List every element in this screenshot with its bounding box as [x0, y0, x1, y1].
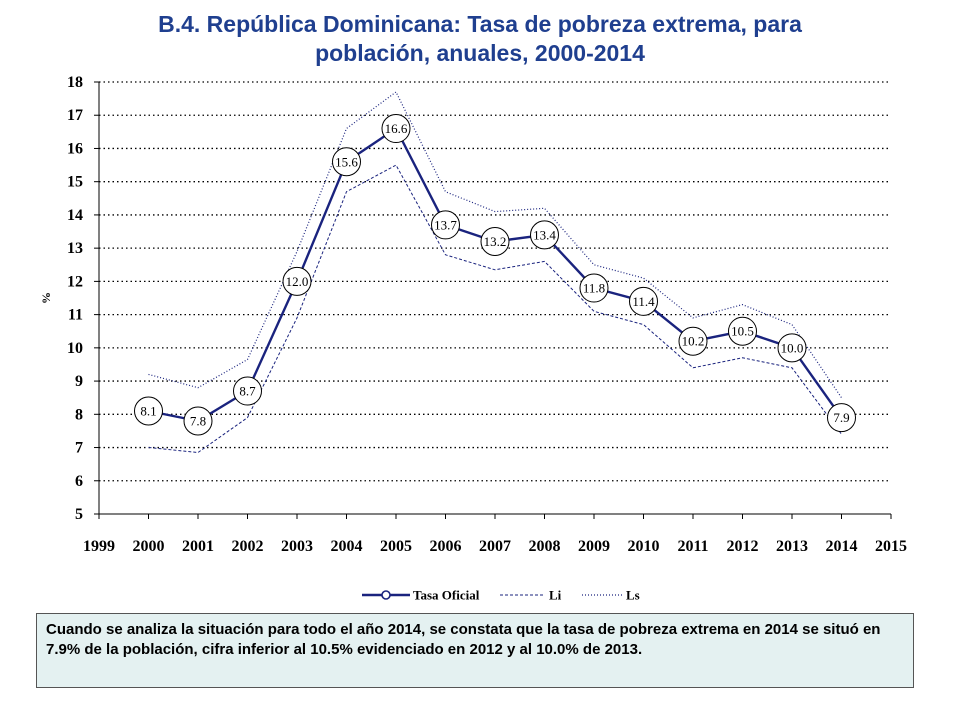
grid-lines: [99, 81, 891, 482]
legend-marker-tasa-oficial: [381, 590, 391, 600]
data-point-2010: [629, 286, 658, 316]
data-label-2013: 10.0: [781, 340, 804, 355]
data-label-2008: 13.4: [533, 227, 556, 242]
legend: Tasa Oficial Li Ls: [362, 588, 640, 603]
data-label-2000: 8.1: [140, 403, 156, 418]
y-tick-label-5: 5: [75, 506, 83, 523]
data-label-2006: 13.7: [434, 217, 457, 232]
y-tick-labels: 5 6 7 8 9 10 11 12 13 14 15 16 17 18: [67, 74, 99, 523]
data-markers: 8.1 7.8 8.7 12.0 15.6 16.6 13.7 13.2 13.4 11.8 11.…: [134, 114, 856, 436]
x-tick-label-2006: 2006: [430, 538, 462, 555]
y-tick-label-11: 11: [68, 307, 83, 324]
chart: 5 6 7 8 9 10 11 12 13 14 15 16 17 18 1999 2000 2001 2002…: [39, 74, 907, 603]
data-label-2001: 7.8: [190, 413, 206, 428]
data-label-2007: 13.2: [484, 234, 507, 249]
title-line-1: B.4. República Dominicana: Tasa de pobre…: [158, 11, 802, 37]
y-tick-label-17: 17: [67, 107, 83, 124]
x-tick-label-2012: 2012: [727, 538, 759, 555]
data-label-2012: 10.5: [731, 324, 754, 339]
y-tick-label-15: 15: [67, 174, 83, 191]
x-tick-label-2001: 2001: [182, 538, 214, 555]
data-point-2004: [332, 147, 361, 177]
x-tick-label-2008: 2008: [529, 538, 561, 555]
series-line-li: [148, 164, 842, 453]
x-tick-label-2005: 2005: [380, 538, 412, 555]
data-label-2010: 11.4: [632, 294, 655, 309]
data-point-2005: [381, 114, 411, 144]
y-tick-label-12: 12: [67, 273, 83, 290]
legend-label-tasa-oficial: Tasa Oficial: [413, 588, 480, 603]
summary-note: Cuando se analiza la situación para todo…: [36, 613, 914, 688]
y-tick-label-9: 9: [75, 373, 83, 390]
data-label-2003: 12.0: [286, 274, 309, 289]
data-point-2008: [530, 220, 559, 250]
x-tick-label-2004: 2004: [331, 538, 363, 555]
data-point-2000: [134, 396, 163, 426]
series-line-tasa-oficial: [148, 127, 843, 423]
data-point-2012: [728, 316, 757, 346]
axes: [98, 82, 891, 515]
data-point-2007: [480, 227, 510, 257]
x-tick-label-1999: 1999: [83, 538, 115, 555]
y-tick-label-16: 16: [67, 140, 83, 157]
x-tick-label-2002: 2002: [232, 538, 264, 555]
data-point-2014: [827, 403, 856, 433]
x-tick-label-2000: 2000: [133, 538, 165, 555]
data-label-2002: 8.7: [239, 384, 256, 399]
y-tick-label-10: 10: [67, 340, 83, 357]
x-tick-labels: 1999 2000 2001 2002 2003 2004 2005 2006 2007 2008…: [83, 514, 907, 555]
x-tick-label-2007: 2007: [479, 538, 511, 555]
data-point-2001: [183, 406, 213, 436]
series-line-ls: [148, 91, 842, 399]
y-tick-label-8: 8: [75, 406, 83, 423]
y-tick-label-18: 18: [67, 74, 83, 91]
data-point-2011: [678, 326, 708, 356]
data-point-2003: [282, 266, 312, 296]
y-tick-label-13: 13: [67, 240, 83, 257]
data-label-2009: 11.8: [583, 281, 605, 296]
data-label-2004: 15.6: [335, 154, 358, 169]
y-axis-label: %: [39, 292, 53, 304]
x-tick-label-2015: 2015: [875, 538, 907, 555]
data-label-2014: 7.9: [833, 410, 849, 425]
y-tick-label-7: 7: [75, 440, 83, 457]
legend-label-ls: Ls: [626, 588, 640, 603]
y-tick-label-6: 6: [75, 473, 83, 490]
title-line-2: población, anuales, 2000-2014: [315, 40, 645, 66]
data-label-2005: 16.6: [385, 121, 408, 136]
data-point-2009: [579, 273, 609, 303]
x-tick-label-2014: 2014: [826, 538, 858, 555]
x-tick-label-2009: 2009: [578, 538, 610, 555]
data-point-2013: [777, 333, 807, 363]
legend-label-li: Li: [549, 588, 562, 603]
slide-title: B.4. República Dominicana: Tasa de pobre…: [60, 10, 900, 68]
x-tick-label-2003: 2003: [281, 538, 313, 555]
data-point-2002: [233, 376, 262, 406]
data-label-2011: 10.2: [682, 334, 705, 349]
y-tick-label-14: 14: [67, 207, 83, 224]
x-tick-label-2011: 2011: [677, 538, 708, 555]
x-tick-label-2010: 2010: [628, 538, 660, 555]
data-point-2006: [431, 210, 460, 240]
x-tick-label-2013: 2013: [776, 538, 808, 555]
